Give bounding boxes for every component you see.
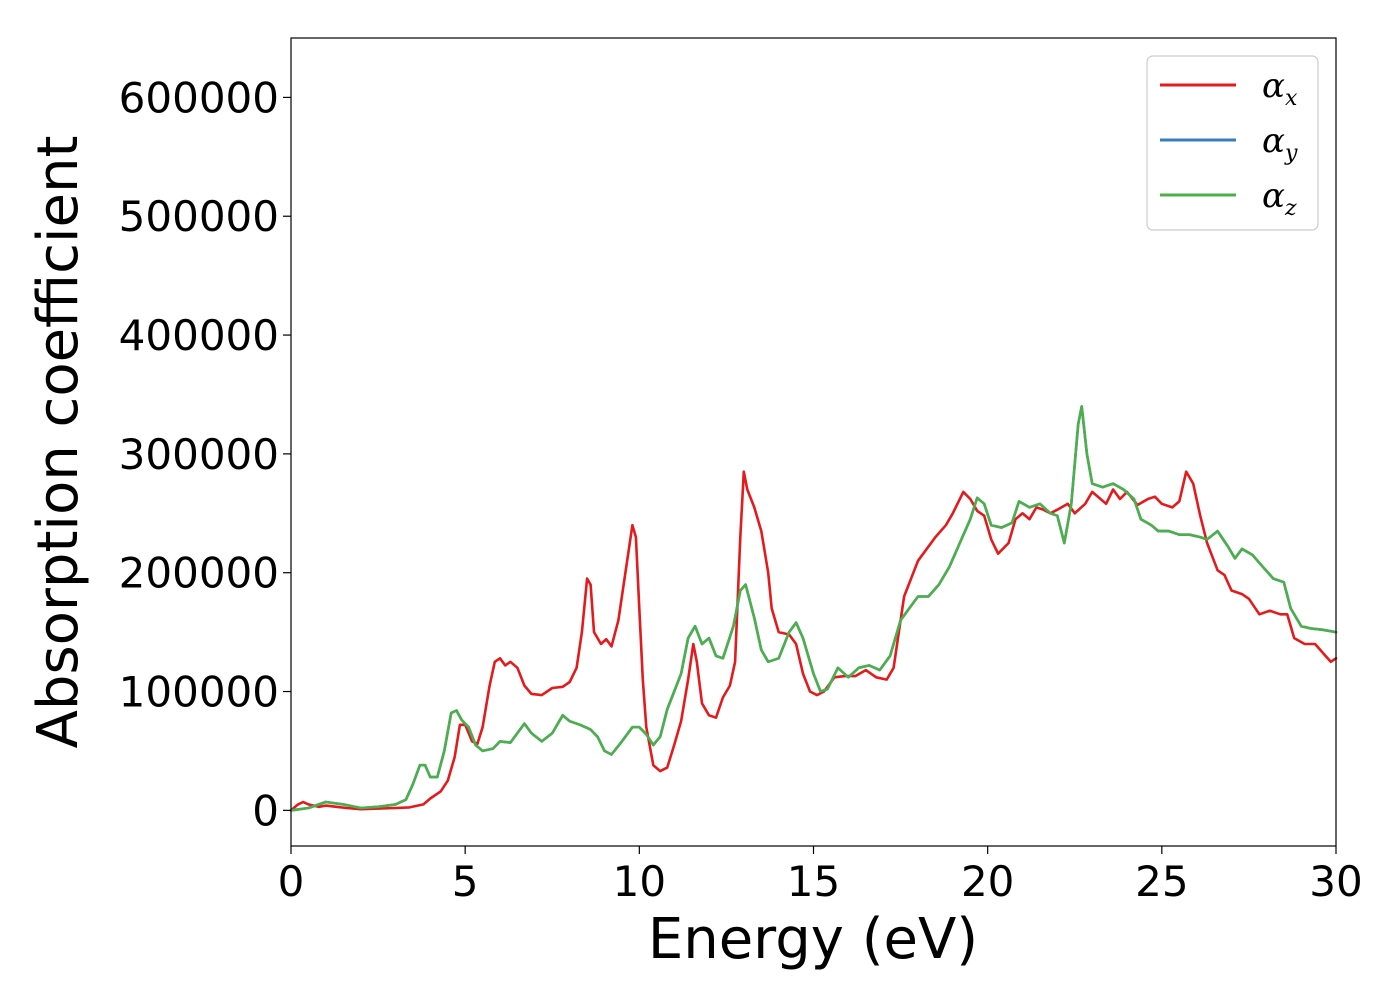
x-tick-label: 25: [1135, 857, 1188, 906]
y-tick-label: 500000: [119, 192, 279, 241]
series-layer: [289, 405, 1338, 812]
x-tick-label: 30: [1309, 857, 1362, 906]
y-axis: 0 100000 200000 300000 400000 500000 600000: [119, 73, 291, 835]
legend-box: [1146, 55, 1319, 231]
y-tick-label: 600000: [119, 73, 279, 122]
y-tick-label: 0: [252, 786, 279, 835]
x-tick-label: 0: [278, 857, 305, 906]
y-tick-label: 100000: [119, 668, 279, 717]
series-line-x: [289, 470, 1338, 812]
series-line-z: [289, 405, 1338, 812]
y-tick-label: 400000: [119, 311, 279, 360]
x-axis-label: Energy (eV): [648, 907, 978, 972]
x-tick-label: 15: [787, 857, 840, 906]
x-axis: 0 5 10 15 20 25 30: [278, 846, 1363, 906]
x-tick-label: 5: [452, 857, 479, 906]
x-tick-label: 10: [613, 857, 666, 906]
y-axis-label: Absorption coefficient: [26, 136, 91, 749]
x-tick-label: 20: [961, 857, 1014, 906]
y-tick-label: 200000: [119, 549, 279, 598]
y-tick-label: 300000: [119, 430, 279, 479]
